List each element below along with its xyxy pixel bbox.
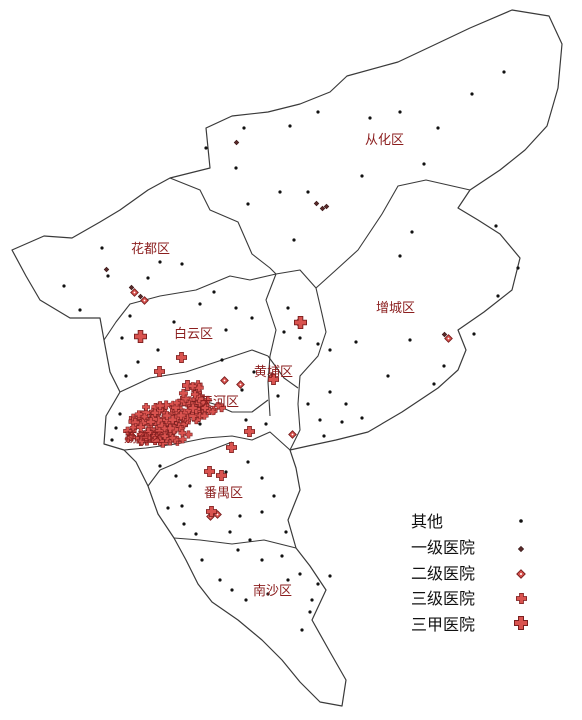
district-label-panyu: 番禺区 <box>204 486 243 501</box>
large-cross-icon <box>514 616 528 630</box>
district-label-huangpu: 黄埔区 <box>254 365 293 380</box>
other-facility-dots <box>62 70 520 632</box>
diamond-icon <box>516 569 526 579</box>
small-dot-icon <box>519 519 523 523</box>
legend-item-tertiary-a: 三甲医院 <box>411 615 528 634</box>
district-labels: 从化区 花都区 白云区 增城区 黄埔区 天河区 荔湾区 番禺区 南沙区 <box>124 133 415 599</box>
district-label-zengcheng: 增城区 <box>376 301 415 316</box>
legend-label-tertiary-a: 三甲医院 <box>411 615 475 634</box>
legend-item-other: 其他 <box>411 512 523 531</box>
city-outline <box>11 9 563 707</box>
district-label-baiyun: 白云区 <box>174 326 213 342</box>
legend: 其他 一级医院 二级医院 三级医院 三甲医院 <box>411 512 528 634</box>
small-cross-icon <box>516 593 527 604</box>
legend-item-level-1: 一级医院 <box>411 538 525 557</box>
district-label-liwan: 荔湾区 <box>124 430 163 446</box>
legend-label-other: 其他 <box>411 512 443 531</box>
district-label-nansha: 南沙区 <box>253 583 292 599</box>
district-label-huadu: 花都区 <box>131 241 170 257</box>
district-label-tianhe: 天河区 <box>200 395 239 410</box>
legend-label-level-1: 一级医院 <box>411 538 475 557</box>
small-diamond-icon <box>517 545 525 553</box>
legend-label-level-3: 三级医院 <box>411 589 475 608</box>
legend-item-level-2: 二级医院 <box>411 564 526 583</box>
district-label-conghua: 从化区 <box>365 133 404 148</box>
legend-item-level-3: 三级医院 <box>411 589 527 608</box>
legend-label-level-2: 二级医院 <box>411 564 475 583</box>
